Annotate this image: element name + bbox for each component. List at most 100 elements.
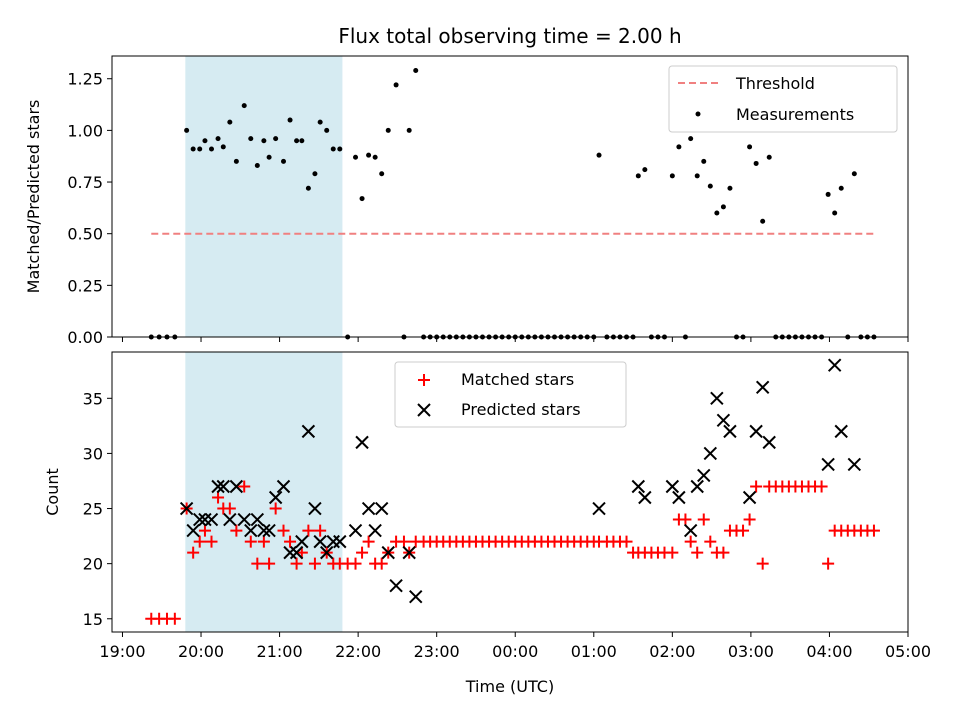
predicted-star-point xyxy=(716,413,731,428)
y-tick-label: 0.00 xyxy=(67,328,103,347)
measurement-point xyxy=(233,158,239,164)
matched-star-point xyxy=(815,480,828,493)
measurement-point xyxy=(676,144,682,150)
y-tick-label: 15 xyxy=(83,610,103,629)
matched-star-point xyxy=(822,557,835,570)
legend-box xyxy=(394,361,627,428)
legend-threshold-label: Threshold xyxy=(735,74,815,93)
x-tick-label: 03:00 xyxy=(728,642,774,661)
measurement-point xyxy=(596,152,602,158)
predicted-star-point xyxy=(665,479,680,494)
matched-star-point xyxy=(349,557,362,570)
matched-star-point xyxy=(697,513,710,526)
measurement-point xyxy=(714,210,720,216)
measurement-point xyxy=(202,138,208,144)
predicted-star-point xyxy=(374,501,389,516)
matched-star-point xyxy=(198,524,211,537)
measurement-point xyxy=(701,158,707,164)
y-tick-label: 0.25 xyxy=(67,276,103,295)
measurement-point xyxy=(760,218,766,224)
predicted-star-point xyxy=(821,457,835,472)
matched-star-point xyxy=(743,513,756,526)
predicted-star-point xyxy=(592,501,606,516)
predicted-star-point xyxy=(638,490,652,505)
measurement-point xyxy=(688,136,694,142)
predicted-star-point xyxy=(186,523,200,538)
matched-star-point xyxy=(251,557,264,570)
measurement-point xyxy=(838,185,844,191)
measurement-point xyxy=(366,152,372,158)
legend-box xyxy=(668,65,898,133)
measurement-point xyxy=(825,191,831,197)
predicted-star-point xyxy=(381,545,395,560)
measurement-point xyxy=(406,127,412,133)
measurement-point xyxy=(694,173,700,179)
predicted-star-point xyxy=(697,468,711,483)
matched-star-point xyxy=(314,524,327,537)
predicted-star-point xyxy=(257,523,271,538)
predicted-star-point xyxy=(672,490,686,505)
y-tick-label: 1.25 xyxy=(67,70,103,89)
predicted-star-point xyxy=(703,446,718,461)
measurement-point xyxy=(312,171,318,177)
matched-star-point xyxy=(277,524,290,537)
x-tick-label: 22:00 xyxy=(335,642,381,661)
matched-star-point xyxy=(244,535,257,548)
matched-star-point xyxy=(193,535,206,548)
predicted-star-point xyxy=(211,479,225,494)
count-axes: 15 20 25 30 35 19:00 20:00 21:00 22:00 23:00 00:00… xyxy=(83,351,931,661)
measurement-point xyxy=(197,146,203,152)
matched-star-point xyxy=(684,535,697,548)
matched-star-point xyxy=(737,524,750,537)
measurement-point xyxy=(766,154,772,160)
predicted-star-point xyxy=(223,512,237,527)
predicted-star-point xyxy=(827,358,842,372)
legend-predicted-label: Predicted stars xyxy=(461,400,581,419)
predicted-star-point xyxy=(742,490,757,505)
matched-star-point xyxy=(679,513,692,526)
matched-star-point xyxy=(187,546,200,559)
matched-star-point xyxy=(756,557,769,570)
predicted-star-point xyxy=(402,545,416,560)
measurement-point xyxy=(299,138,305,144)
y-tick-label: 1.00 xyxy=(67,121,103,140)
measurement-point xyxy=(227,119,233,125)
measurement-point xyxy=(273,136,279,142)
measurement-point xyxy=(385,127,391,133)
predicted-star-point xyxy=(237,512,251,527)
observing-window-shade xyxy=(185,352,343,632)
y-tick-label: 35 xyxy=(83,389,103,408)
matched-star-point xyxy=(750,480,763,493)
y-axis-label: Matched/Predicted stars xyxy=(24,100,43,294)
predicted-star-point xyxy=(283,545,297,560)
axes-frame xyxy=(111,55,909,338)
measurement-point xyxy=(190,146,196,152)
measurement-point xyxy=(248,136,254,142)
matched-star-point xyxy=(238,480,251,493)
predicted-star-point xyxy=(355,435,369,450)
matched-star-point xyxy=(867,524,880,537)
y-tick-label: 0.75 xyxy=(67,173,103,192)
predicted-star-point xyxy=(333,534,347,549)
measurement-point xyxy=(372,154,378,160)
predicted-star-point xyxy=(289,545,304,560)
matched-star-point xyxy=(263,557,276,570)
measurement-point xyxy=(753,160,759,166)
measurement-point xyxy=(241,103,247,109)
matched-star-point xyxy=(356,546,369,559)
matched-star-point xyxy=(620,535,633,548)
measurement-point xyxy=(359,196,365,202)
measurement-point xyxy=(305,185,311,191)
measurement-point xyxy=(720,204,726,210)
measurement-point xyxy=(294,138,300,144)
predicted-star-point xyxy=(204,512,219,527)
measurement-point xyxy=(220,144,226,150)
x-tick-label: 21:00 xyxy=(257,642,303,661)
measurement-point xyxy=(832,210,838,216)
matched-star-point xyxy=(168,612,181,625)
predicted-star-point xyxy=(755,380,770,394)
predicted-star-point xyxy=(229,479,244,494)
legend-matched-swatch xyxy=(418,374,430,386)
measurement-point xyxy=(184,127,190,133)
measurement-point xyxy=(851,171,857,177)
